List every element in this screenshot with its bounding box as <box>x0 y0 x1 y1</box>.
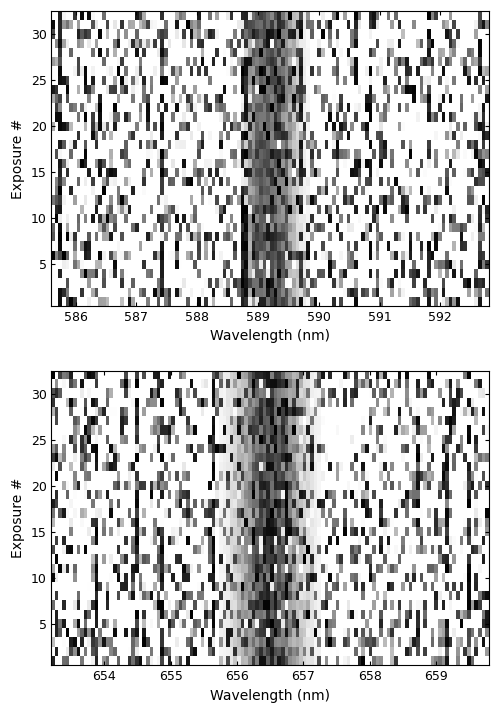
X-axis label: Wavelength (nm): Wavelength (nm) <box>210 689 330 703</box>
Y-axis label: Exposure #: Exposure # <box>11 478 25 558</box>
Y-axis label: Exposure #: Exposure # <box>11 119 25 198</box>
X-axis label: Wavelength (nm): Wavelength (nm) <box>210 329 330 343</box>
